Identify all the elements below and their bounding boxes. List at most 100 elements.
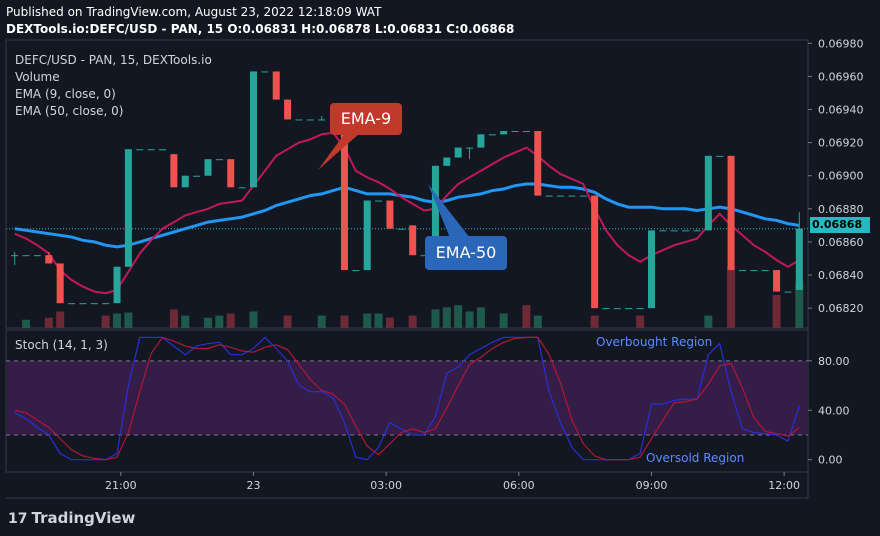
price-tick-label: 0.06980 <box>818 37 864 50</box>
price-tick-label: 0.06860 <box>818 236 864 249</box>
candle-up <box>215 159 223 161</box>
volume-bar <box>533 315 542 328</box>
price-tick-label: 0.06960 <box>818 70 864 83</box>
candle-up <box>488 134 496 136</box>
ema50-pointer <box>428 184 470 238</box>
time-tick-label: 06:00 <box>503 479 535 492</box>
volume-bar <box>636 315 645 328</box>
volume-bar <box>704 315 713 328</box>
candle-up <box>22 255 30 257</box>
volume-bar <box>385 317 394 328</box>
candle-up <box>238 187 246 189</box>
candle-up <box>261 71 269 73</box>
candle-down <box>340 119 348 271</box>
stoch-band <box>7 360 807 435</box>
candle-up <box>454 147 462 158</box>
candle-down <box>272 71 280 100</box>
volume-bar <box>374 313 383 328</box>
candle-up <box>431 165 439 256</box>
time-tick-label: 09:00 <box>636 479 668 492</box>
volume-bar <box>22 319 31 328</box>
candle-up <box>761 270 769 272</box>
candle-up <box>682 230 690 232</box>
legend-ema9: EMA (9, close, 0) <box>15 87 116 101</box>
candle-up <box>352 270 360 272</box>
stoch-tick-label: 0.00 <box>818 454 843 467</box>
volume-bar <box>590 315 599 328</box>
price-tick-label: 0.06840 <box>818 269 864 282</box>
candle-down <box>409 225 417 256</box>
candle-up <box>443 157 451 166</box>
candle-up <box>670 230 678 232</box>
volume-bar <box>124 312 133 328</box>
published-info: Published on TradingView.com, August 23,… <box>6 5 382 19</box>
volume-bar <box>454 305 463 328</box>
candle-up <box>750 270 758 272</box>
oversold-label: Oversold Region <box>646 451 745 465</box>
symbol-ohlc-line: DEXTools.io:DEFC/USD - PAN, 15 O:0.06831… <box>6 22 515 36</box>
candle-up <box>795 228 803 290</box>
time-tick-label: 03:00 <box>370 479 402 492</box>
volume-bar <box>181 315 190 328</box>
volume-bar <box>795 281 804 328</box>
volume-bar <box>44 317 53 328</box>
volume-bar <box>317 315 326 328</box>
candle-up <box>466 147 474 149</box>
legend-ema50: EMA (50, close, 0) <box>15 104 124 118</box>
candle-up <box>579 195 587 197</box>
volume-bar <box>442 307 451 328</box>
volume-bar <box>522 305 531 328</box>
candle-up <box>613 308 621 310</box>
candle-up <box>363 200 371 271</box>
candle-down <box>284 99 292 120</box>
candle-up <box>79 303 87 305</box>
price-grid <box>5 39 809 499</box>
stoch-k-line <box>14 336 800 461</box>
candle-down <box>386 200 394 229</box>
candle-up <box>602 308 610 310</box>
candle-up <box>159 149 167 151</box>
candle-up <box>306 119 314 121</box>
time-tick-label: 23 <box>246 479 260 492</box>
volume-bar <box>215 315 224 328</box>
volume-bar <box>169 309 178 328</box>
volume-bar <box>772 294 781 328</box>
candle-up <box>636 308 644 310</box>
volume-bar <box>499 313 508 328</box>
candle-up <box>716 155 724 157</box>
volume-bar <box>113 313 122 328</box>
candle-up <box>738 270 746 272</box>
candle-up <box>181 175 189 188</box>
volume-bar <box>431 309 440 328</box>
candle-up <box>204 159 212 176</box>
volume-bar <box>204 317 212 328</box>
ema9-pointer <box>318 133 360 170</box>
candle-up <box>647 230 655 309</box>
time-tick-label: 12:00 <box>768 479 800 492</box>
tradingview-logo[interactable]: 17 TradingView <box>8 509 135 527</box>
price-tick-label: 0.06940 <box>818 104 864 117</box>
candle-up <box>318 119 326 121</box>
candle-up <box>568 195 576 197</box>
candles <box>11 71 803 310</box>
ema9-callout: EMA-9 <box>330 103 402 135</box>
candle-up <box>659 230 667 232</box>
volume-bar <box>727 266 736 328</box>
candle-up <box>33 255 41 257</box>
candle-up <box>295 119 303 121</box>
volume-bar <box>101 315 110 328</box>
overbought-label: Overbought Region <box>596 335 713 349</box>
candle-down <box>170 154 178 188</box>
legend-stoch: Stoch (14, 1, 3) <box>15 338 108 352</box>
price-tick-label: 0.06820 <box>818 302 864 315</box>
candle-down <box>591 195 599 309</box>
ema50-series <box>14 182 800 249</box>
candle-up <box>193 175 201 177</box>
candle-down <box>534 131 542 196</box>
candle-up <box>784 291 792 293</box>
stoch-panel <box>6 336 808 461</box>
price-tick-label: 0.06900 <box>818 170 864 183</box>
candle-up <box>511 131 519 133</box>
candle-down <box>727 155 735 271</box>
